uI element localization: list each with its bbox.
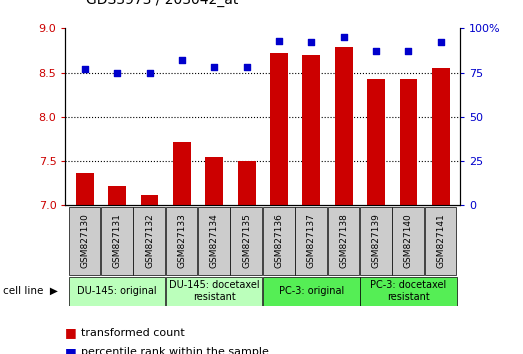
Text: cell line  ▶: cell line ▶ bbox=[3, 286, 58, 296]
FancyBboxPatch shape bbox=[263, 277, 360, 306]
Text: GSM827136: GSM827136 bbox=[275, 213, 283, 268]
Bar bbox=[238, 161, 256, 205]
Text: percentile rank within the sample: percentile rank within the sample bbox=[81, 347, 269, 354]
FancyBboxPatch shape bbox=[101, 207, 133, 275]
Point bbox=[243, 64, 251, 70]
FancyBboxPatch shape bbox=[327, 207, 359, 275]
Text: GSM827132: GSM827132 bbox=[145, 213, 154, 268]
FancyBboxPatch shape bbox=[425, 207, 457, 275]
Point bbox=[81, 66, 89, 72]
FancyBboxPatch shape bbox=[69, 207, 100, 275]
Point bbox=[210, 64, 219, 70]
Bar bbox=[335, 47, 353, 205]
Point bbox=[178, 57, 186, 63]
Point bbox=[145, 70, 154, 75]
Bar bbox=[302, 55, 320, 205]
Point bbox=[437, 40, 445, 45]
Point bbox=[372, 48, 380, 54]
Text: GSM827130: GSM827130 bbox=[81, 213, 89, 268]
Text: GSM827138: GSM827138 bbox=[339, 213, 348, 268]
Text: DU-145: docetaxel
resistant: DU-145: docetaxel resistant bbox=[169, 280, 259, 302]
Text: GDS3973 / 203042_at: GDS3973 / 203042_at bbox=[86, 0, 238, 7]
Bar bbox=[400, 79, 417, 205]
FancyBboxPatch shape bbox=[360, 207, 392, 275]
Text: GSM827139: GSM827139 bbox=[371, 213, 381, 268]
Text: GSM827131: GSM827131 bbox=[112, 213, 122, 268]
FancyBboxPatch shape bbox=[69, 277, 165, 306]
FancyBboxPatch shape bbox=[133, 207, 165, 275]
Point bbox=[275, 38, 283, 44]
Text: GSM827134: GSM827134 bbox=[210, 213, 219, 268]
Text: GSM827137: GSM827137 bbox=[307, 213, 316, 268]
FancyBboxPatch shape bbox=[166, 277, 263, 306]
Point bbox=[113, 70, 121, 75]
Text: transformed count: transformed count bbox=[81, 328, 185, 338]
Bar bbox=[141, 195, 158, 205]
FancyBboxPatch shape bbox=[166, 207, 197, 275]
Text: GSM827133: GSM827133 bbox=[177, 213, 186, 268]
Bar bbox=[173, 143, 191, 205]
FancyBboxPatch shape bbox=[295, 207, 327, 275]
Bar bbox=[76, 172, 94, 205]
Bar bbox=[270, 53, 288, 205]
FancyBboxPatch shape bbox=[392, 207, 424, 275]
FancyBboxPatch shape bbox=[231, 207, 262, 275]
Text: GSM827141: GSM827141 bbox=[436, 213, 445, 268]
Bar bbox=[432, 68, 450, 205]
Bar bbox=[367, 79, 385, 205]
Text: PC-3: original: PC-3: original bbox=[279, 286, 344, 296]
FancyBboxPatch shape bbox=[263, 207, 294, 275]
FancyBboxPatch shape bbox=[198, 207, 230, 275]
FancyBboxPatch shape bbox=[360, 277, 457, 306]
Bar bbox=[206, 157, 223, 205]
Text: GSM827140: GSM827140 bbox=[404, 213, 413, 268]
Point bbox=[404, 48, 413, 54]
Text: GSM827135: GSM827135 bbox=[242, 213, 251, 268]
Bar bbox=[108, 186, 126, 205]
Text: DU-145: original: DU-145: original bbox=[77, 286, 157, 296]
Text: PC-3: docetaxel
resistant: PC-3: docetaxel resistant bbox=[370, 280, 447, 302]
Point bbox=[307, 40, 315, 45]
Text: ■: ■ bbox=[65, 326, 77, 339]
Point bbox=[339, 34, 348, 40]
Text: ■: ■ bbox=[65, 346, 77, 354]
